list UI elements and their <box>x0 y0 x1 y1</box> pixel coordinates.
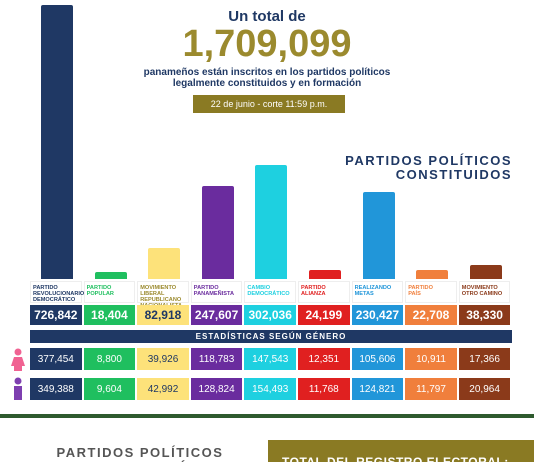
women-value: 12,351 <box>298 348 350 370</box>
category-label: REALIZANDO METAS <box>351 281 404 303</box>
women-value: 118,783 <box>190 348 243 370</box>
category-label: MOVIMIENTO LIBERAL REPUBLICANO NACIONALI… <box>137 281 189 309</box>
bar <box>41 4 73 279</box>
bar <box>362 192 395 279</box>
women-value: 39,926 <box>137 348 189 370</box>
category-label: PARTIDO ALIANZA <box>298 281 350 303</box>
bar <box>469 264 502 279</box>
category-label: PARTIDO PAÍS <box>405 281 457 303</box>
gender-icons <box>11 348 25 400</box>
value-label: 82,918 <box>137 305 189 325</box>
category-label: PARTIDO POPULAR <box>83 281 136 303</box>
value-label: 230,427 <box>351 305 404 325</box>
women-value: 105,606 <box>351 348 404 370</box>
men-value: 20,964 <box>458 378 511 400</box>
value-label: 24,199 <box>298 305 350 325</box>
category-label: MOVIMIENTO OTRO CAMINO <box>458 281 511 303</box>
divider <box>0 414 534 418</box>
value-label: 726,842 <box>30 305 82 325</box>
value-label: 247,607 <box>190 305 243 325</box>
bar <box>148 247 181 279</box>
footer-left: PARTIDOS POLÍTICOS EN FORMACIÓN <box>56 445 224 462</box>
value-label: 22,708 <box>405 305 457 325</box>
category-label: PARTIDO REVOLUCIONARIO DEMOCRÁTICO <box>30 281 84 303</box>
value-label: 18,404 <box>83 305 136 325</box>
gender-title: ESTADÍSTICAS SEGÚN GÉNERO <box>30 330 512 343</box>
men-value: 154,493 <box>244 378 296 400</box>
category-label: CAMBIO DEMOCRÁTICO <box>244 281 296 303</box>
subtitle: panameños están inscritos en los partido… <box>143 67 391 89</box>
lead: Un total de <box>228 8 306 25</box>
chart-title: PARTIDOS POLÍTICOS CONSTITUIDOS <box>345 153 512 182</box>
bar <box>416 270 449 279</box>
date: 22 de junio - corte 11:59 p.m. <box>193 95 345 113</box>
men-value: 9,604 <box>83 378 136 400</box>
value-label: 38,330 <box>458 305 511 325</box>
bar <box>309 269 341 279</box>
bar <box>201 185 234 279</box>
grand-total: 1,709,099 <box>182 23 352 65</box>
bar <box>94 272 127 279</box>
footer-right: TOTAL DEL REGISTRO ELECTORAL: <box>268 440 534 462</box>
women-value: 17,366 <box>458 348 511 370</box>
women-value: 10,911 <box>405 348 457 370</box>
men-value: 11,797 <box>405 378 457 400</box>
women-value: 8,800 <box>83 348 136 370</box>
men-value: 42,992 <box>137 378 189 400</box>
men-value: 124,821 <box>351 378 404 400</box>
men-value: 128,824 <box>190 378 243 400</box>
women-value: 377,454 <box>30 348 82 370</box>
category-label: PARTIDO PANAMEÑISTA <box>190 281 243 303</box>
value-label: 302,036 <box>244 305 296 325</box>
men-value: 349,388 <box>30 378 82 400</box>
women-value: 147,543 <box>244 348 296 370</box>
bar <box>255 165 288 279</box>
men-value: 11,768 <box>298 378 350 400</box>
